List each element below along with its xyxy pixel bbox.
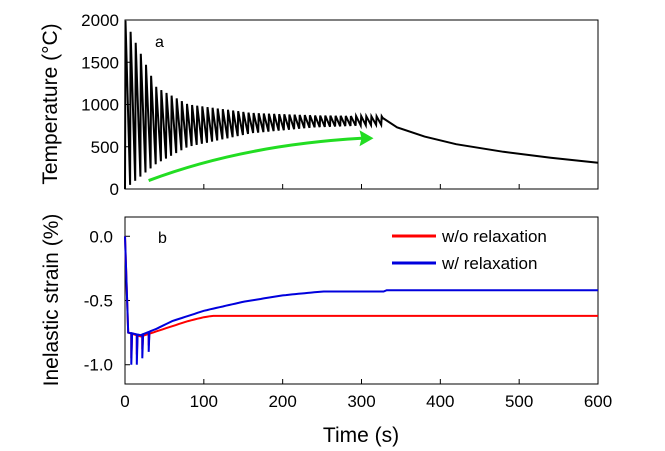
- panel-a-ytick-label: 500: [91, 138, 119, 157]
- series-line-w-relaxation: [124, 236, 598, 365]
- panel-b-label: b: [158, 230, 167, 247]
- panel-b-xtick-label: 600: [584, 392, 612, 411]
- legend-label-wo-relaxation: w/o relaxation: [441, 227, 547, 246]
- temperature-line: [124, 20, 599, 190]
- green-trend-arrow: [148, 136, 362, 182]
- panel-b-ylabel: Inelastic strain (%): [40, 214, 63, 387]
- panel-a-ytick-label: 2000: [81, 11, 119, 30]
- panel-b-xtick-label: 100: [190, 392, 218, 411]
- panel-a-temperature: a Temperature (°C) 0 500 1000 1500 2000: [39, 11, 599, 199]
- panel-b-xtick-label: 400: [426, 392, 454, 411]
- panel-a-ytick-label: 1500: [81, 53, 119, 72]
- panel-a-ylabel: Temperature (°C): [39, 23, 62, 184]
- green-arrow-head: [359, 130, 374, 147]
- panel-b-ytick-label: -0.5: [84, 292, 113, 311]
- legend: w/o relaxation w/ relaxation: [392, 227, 547, 273]
- panel-b-ticks: 0.0 -0.5 -1.0 0 100 200 300 400 500 600: [84, 184, 612, 411]
- panel-a-ytick-label: 0: [110, 180, 119, 199]
- panel-b-xlabel: Time (s): [323, 424, 399, 447]
- panel-b-xtick-label: 200: [268, 392, 296, 411]
- panel-b-series: [124, 236, 598, 365]
- panel-b-xtick-label: 0: [120, 392, 129, 411]
- panel-b-ytick-label: 0.0: [89, 227, 113, 246]
- panel-a-ytick-label: 1000: [81, 96, 119, 115]
- panel-b-inelastic-strain: b Inelastic strain (%) Time (s) 0.0 -0.5 -…: [40, 184, 612, 447]
- panel-b-xtick-label: 500: [505, 392, 533, 411]
- panel-a-label: a: [155, 34, 164, 51]
- legend-label-w-relaxation: w/ relaxation: [441, 254, 537, 273]
- panel-a-y-ticks: 0 500 1000 1500 2000: [81, 11, 130, 199]
- panel-b-xtick-label: 300: [347, 392, 375, 411]
- panel-a-series: [124, 20, 599, 190]
- panel-b-ytick-label: -1.0: [84, 356, 113, 375]
- series-line-wo-relaxation: [124, 236, 598, 359]
